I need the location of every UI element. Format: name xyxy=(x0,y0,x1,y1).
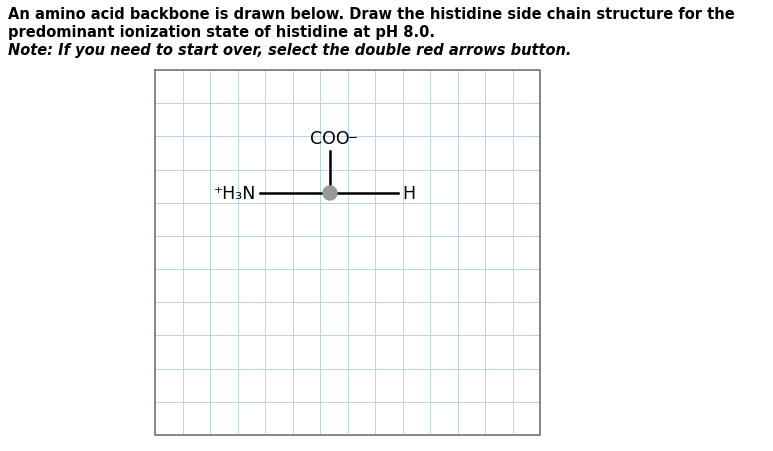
Text: COO: COO xyxy=(310,130,350,148)
Text: H: H xyxy=(402,185,415,203)
Text: Note: If you need to start over, select the double red arrows button.: Note: If you need to start over, select … xyxy=(8,43,571,58)
Text: −: − xyxy=(348,131,358,144)
Text: ⁺H₃N: ⁺H₃N xyxy=(213,185,256,203)
Text: predominant ionization state of histidine at pH 8.0.: predominant ionization state of histidin… xyxy=(8,25,435,40)
Text: An amino acid backbone is drawn below. Draw the histidine side chain structure f: An amino acid backbone is drawn below. D… xyxy=(8,7,735,22)
Circle shape xyxy=(323,186,337,200)
